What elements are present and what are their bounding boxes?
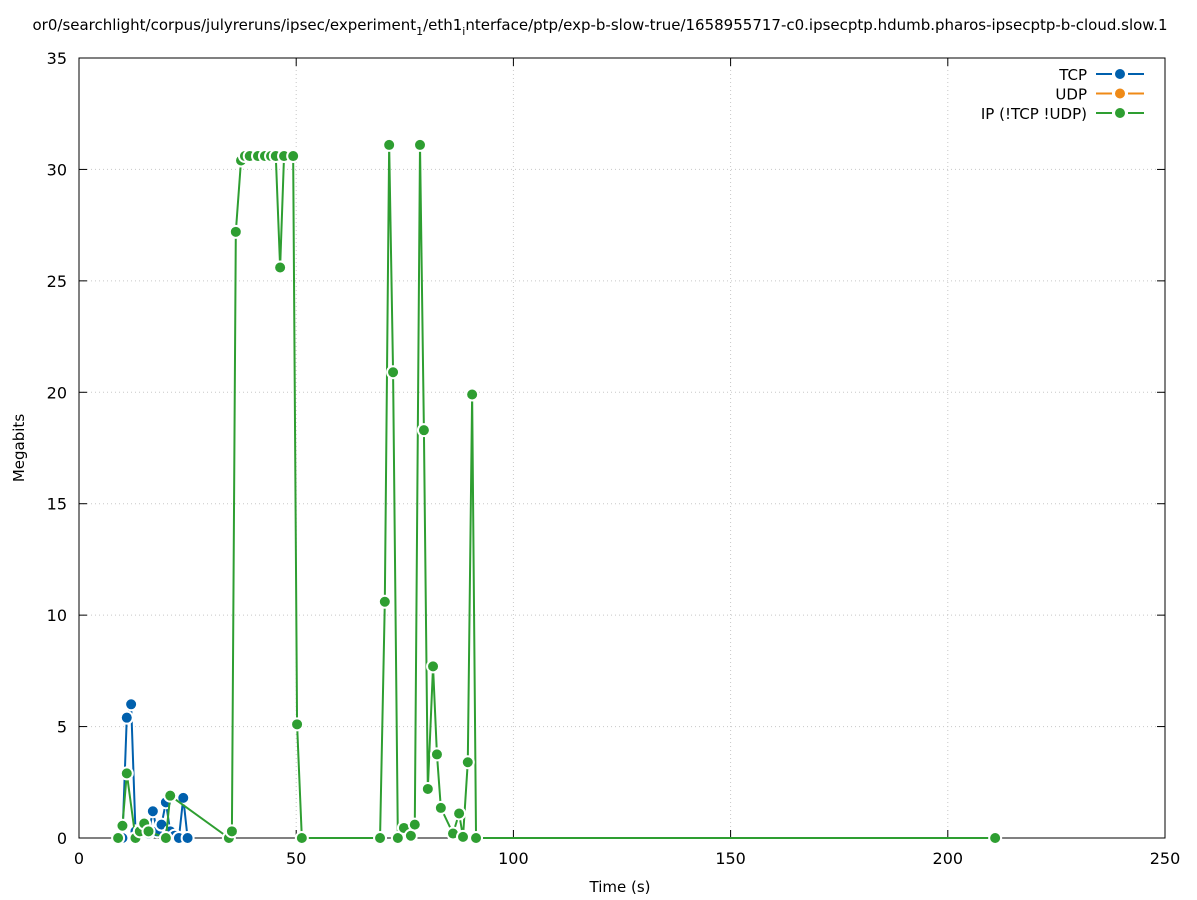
data-point [286, 149, 301, 164]
data-point [163, 788, 178, 803]
x-tick-label: 150 [715, 849, 746, 868]
data-point [469, 831, 484, 845]
data-point [273, 260, 288, 275]
data-point [224, 824, 239, 839]
y-axis-label: Megabits [10, 414, 28, 482]
legend-label: UDP [1055, 86, 1087, 104]
title-part: nterface/ptp/exp-b-slow-true/1658955717-… [465, 16, 1167, 34]
data-point [180, 831, 195, 845]
y-tick-label: 0 [57, 829, 67, 848]
data-point [124, 697, 139, 712]
data-point [407, 817, 422, 832]
legend-label: TCP [1058, 66, 1087, 84]
chart-title: or0/searchlight/corpus/julyreruns/ipsec/… [33, 16, 1168, 38]
data-point [465, 387, 480, 402]
title-subscript: i [462, 25, 465, 38]
data-point [429, 747, 444, 762]
data-point [119, 710, 134, 725]
data-point [452, 806, 467, 821]
x-tick-label: 50 [286, 849, 306, 868]
data-point [377, 594, 392, 609]
data-point [158, 831, 173, 845]
y-tick-label: 30 [47, 160, 67, 179]
data-point [433, 800, 448, 815]
data-point [294, 831, 309, 845]
data-point [228, 224, 243, 239]
legend-marker [1113, 106, 1127, 120]
data-point [988, 831, 1003, 845]
data-point [426, 659, 441, 674]
y-tick-label: 10 [47, 606, 67, 625]
data-point [460, 755, 475, 770]
x-tick-label: 100 [498, 849, 529, 868]
data-point [145, 804, 160, 819]
data-point [420, 781, 435, 796]
y-tick-label: 25 [47, 272, 67, 291]
data-point [290, 717, 305, 732]
data-point [115, 818, 130, 833]
legend-marker [1113, 86, 1127, 101]
x-tick-label: 200 [933, 849, 964, 868]
data-point [413, 137, 428, 152]
x-tick-label: 250 [1150, 849, 1181, 868]
data-point [119, 766, 134, 781]
data-point [456, 829, 471, 844]
series-line [117, 144, 996, 842]
data-point [390, 831, 405, 845]
y-tick-label: 20 [47, 383, 67, 402]
data-point [373, 831, 388, 845]
data-point [416, 423, 431, 438]
title-subscript: 1 [416, 25, 423, 38]
x-axis-label: Time (s) [589, 878, 651, 896]
y-tick-label: 15 [47, 495, 67, 514]
data-point [386, 365, 401, 380]
plot-border [78, 57, 1166, 839]
y-tick-label: 5 [57, 718, 67, 737]
data-point [382, 137, 397, 152]
data-point [141, 824, 156, 839]
legend-marker [1113, 67, 1127, 81]
title-part: or0/searchlight/corpus/julyreruns/ipsec/… [33, 16, 417, 34]
x-tick-label: 0 [74, 849, 84, 868]
title-part: /eth1 [423, 16, 462, 34]
y-tick-label: 35 [47, 49, 67, 68]
data-point [111, 831, 126, 845]
legend-label: IP (!TCP !UDP) [981, 105, 1087, 123]
